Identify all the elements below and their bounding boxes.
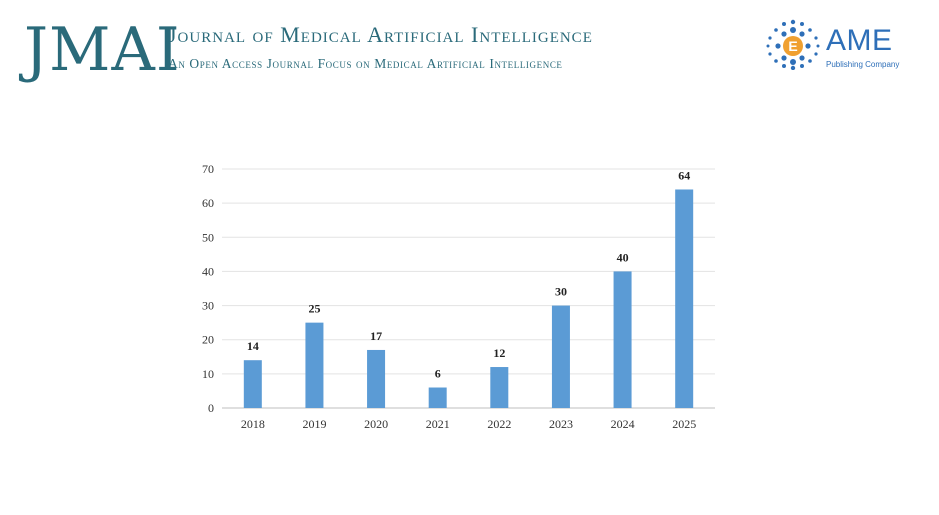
journal-subtitle: An Open Access Journal Focus on Medical … bbox=[168, 56, 563, 71]
x-tick-label: 2021 bbox=[426, 417, 450, 431]
data-label: 14 bbox=[247, 339, 259, 353]
y-tick-label: 20 bbox=[202, 333, 214, 347]
bar bbox=[551, 305, 570, 408]
bar bbox=[367, 349, 386, 408]
data-label: 6 bbox=[435, 367, 441, 381]
x-tick-label: 2018 bbox=[241, 417, 265, 431]
journal-title: Journal of Medical Artificial Intelligen… bbox=[168, 22, 593, 47]
bar bbox=[613, 271, 632, 408]
data-label: 40 bbox=[617, 250, 629, 264]
x-tick-label: 2020 bbox=[364, 417, 388, 431]
data-label: 64 bbox=[678, 168, 690, 182]
y-tick-label: 0 bbox=[208, 401, 214, 415]
y-tick-label: 40 bbox=[202, 264, 214, 278]
data-label: 30 bbox=[555, 285, 567, 299]
bar bbox=[675, 189, 694, 408]
header: JMAI Journal of Medical Artificial Intel… bbox=[0, 0, 939, 95]
publisher-tagline: Publishing Company bbox=[826, 60, 900, 69]
x-tick-label: 2024 bbox=[611, 417, 635, 431]
data-label: 17 bbox=[370, 329, 382, 343]
bar bbox=[243, 360, 262, 408]
publisher-name: AME bbox=[826, 24, 893, 57]
bar-chart: 0 10 20 30 40 50 60 70 14 2018 25 2019 17 2020 6 2021 12… bbox=[180, 150, 740, 450]
data-label: 12 bbox=[493, 346, 505, 360]
bar bbox=[305, 322, 324, 408]
y-tick-label: 60 bbox=[202, 196, 214, 210]
publisher-dots-icon: E bbox=[766, 19, 820, 70]
x-tick-label: 2023 bbox=[549, 417, 573, 431]
x-tick-label: 2019 bbox=[302, 417, 326, 431]
bar-chart-svg: 0 10 20 30 40 50 60 70 14 2018 25 2019 17 2020 6 2021 12… bbox=[202, 162, 715, 431]
y-tick-label: 10 bbox=[202, 367, 214, 381]
publisher-logo[interactable]: E AME Publishing Company bbox=[764, 18, 914, 74]
x-tick-label: 2025 bbox=[672, 417, 696, 431]
journal-logo[interactable]: JMAI bbox=[24, 15, 181, 85]
x-tick-label: 2022 bbox=[487, 417, 511, 431]
data-label: 25 bbox=[308, 302, 320, 316]
bar bbox=[490, 367, 509, 408]
publisher-mark-letter: E bbox=[788, 38, 797, 54]
bar bbox=[428, 387, 447, 408]
y-tick-label: 70 bbox=[202, 162, 214, 176]
y-tick-label: 50 bbox=[202, 230, 214, 244]
y-tick-label: 30 bbox=[202, 299, 214, 313]
